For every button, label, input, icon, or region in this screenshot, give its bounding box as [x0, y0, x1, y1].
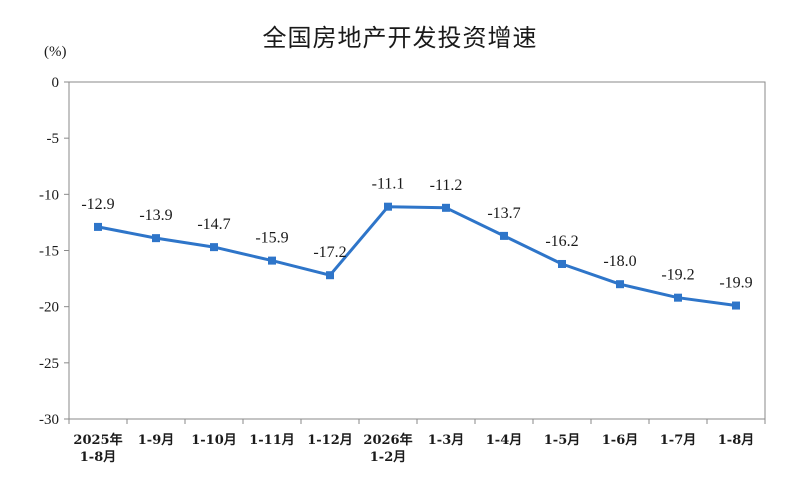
- data-point-marker: [442, 203, 450, 212]
- data-label: -19.2: [661, 267, 694, 284]
- series-line: [97, 205, 737, 307]
- data-point-marker: [268, 256, 276, 265]
- data-point-marker: [616, 280, 624, 289]
- data-point-marker: [732, 301, 740, 310]
- data-label: -14.7: [197, 216, 230, 233]
- x-tick-label: 1-7月: [660, 433, 697, 448]
- x-tick-label: 1-8月: [718, 433, 755, 448]
- data-label: -13.9: [139, 207, 172, 224]
- data-label: -15.9: [255, 230, 288, 247]
- data-label-layer: -12.9 -13.9 -14.7 -15.9 -17.2 -11.1 -11.2 -13.7…: [81, 176, 752, 292]
- data-point-marker: [94, 222, 102, 231]
- y-tick-label: -15: [39, 244, 59, 260]
- data-label: -18.0: [603, 253, 636, 270]
- y-tick-label: 0: [52, 75, 60, 91]
- data-point-marker: [326, 271, 334, 280]
- data-point-marker: [674, 293, 682, 302]
- data-point-marker: [500, 231, 508, 240]
- x-tick-label: 1-9月: [138, 433, 175, 448]
- x-tick-label: 1-3月: [428, 433, 465, 448]
- y-axis: 0 -5 -10 -15 -20 -25 -30: [39, 75, 69, 428]
- data-point-marker: [384, 202, 392, 211]
- data-label: -13.7: [487, 205, 520, 222]
- data-label: -11.1: [372, 176, 405, 193]
- data-label: -12.9: [81, 196, 114, 213]
- data-point-marker: [210, 243, 218, 252]
- y-axis-unit-label: (%): [44, 44, 67, 60]
- x-axis: 2025年 1-8月 1-9月 1-10月 1-11月 1-12月 2026年 1-2月 1-3…: [68, 419, 766, 465]
- data-label: -16.2: [545, 233, 578, 250]
- plot-area-frame: [68, 81, 766, 420]
- x-tick-label: 1-5月: [544, 433, 581, 448]
- x-tick-label: 2025年 1-8月: [73, 432, 122, 465]
- data-label: -11.2: [430, 177, 463, 194]
- chart-title: 全国房地产开发投资增速: [262, 24, 538, 52]
- x-tick-label: 1-10月: [191, 433, 237, 448]
- data-label: -19.9: [719, 275, 752, 292]
- series-layer: [94, 202, 740, 310]
- x-tick-label: 1-11月: [249, 433, 295, 448]
- x-tick-label: 1-4月: [486, 433, 523, 448]
- y-tick-label: -30: [39, 412, 59, 428]
- y-tick-label: -5: [47, 131, 60, 147]
- y-tick-label: -25: [39, 356, 59, 372]
- y-tick-label: -20: [39, 300, 59, 316]
- data-label: -17.2: [313, 244, 346, 261]
- x-tick-label: 1-6月: [602, 433, 639, 448]
- data-point-marker: [152, 234, 160, 243]
- data-point-marker: [558, 259, 566, 268]
- x-tick-label: 1-12月: [307, 433, 353, 448]
- y-tick-label: -10: [39, 187, 59, 203]
- x-tick-label: 2026年 1-2月: [363, 432, 412, 465]
